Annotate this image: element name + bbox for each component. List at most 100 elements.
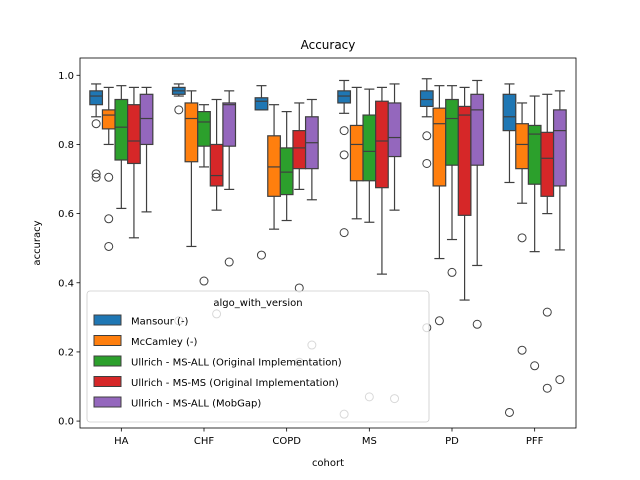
- box: [184, 102, 199, 163]
- box: [552, 109, 567, 187]
- box: [279, 147, 294, 196]
- box-group: [445, 85, 459, 277]
- outlier-point: [530, 361, 540, 371]
- legend-label: Ullrich - MS-ALL (MobGap): [131, 399, 261, 410]
- box-group: [527, 95, 542, 371]
- box: [362, 114, 377, 182]
- box: [89, 90, 104, 106]
- box-group: [304, 98, 319, 350]
- legend-swatch: [93, 335, 122, 346]
- box: [470, 93, 485, 166]
- box-group: [139, 86, 154, 213]
- outlier-point: [91, 172, 101, 182]
- box: [292, 130, 307, 170]
- box-group: [114, 85, 129, 210]
- x-tick-label: HA: [114, 436, 129, 447]
- outlier-point: [555, 375, 565, 385]
- box: [540, 131, 555, 197]
- box: [197, 110, 211, 147]
- legend-frame: [86, 290, 430, 423]
- box-group: [267, 104, 281, 230]
- box-group: [362, 88, 377, 402]
- box: [419, 90, 434, 108]
- x-axis-label: cohort: [312, 458, 344, 469]
- legend: algo_with_version Mansour (-) McCamley (-…: [86, 290, 430, 423]
- box-group: [209, 98, 224, 319]
- legend-swatch: [93, 376, 122, 387]
- x-tick-label: COPD: [272, 436, 301, 447]
- outlier-point: [422, 131, 432, 141]
- box-group: [375, 86, 389, 275]
- box: [101, 109, 116, 130]
- x-tick-label: PFF: [526, 436, 544, 447]
- box-group: [222, 90, 237, 267]
- box-group: [184, 90, 199, 248]
- outlier-point: [91, 169, 101, 179]
- outlier-point: [104, 172, 114, 182]
- outlier-point: [224, 257, 234, 267]
- outlier-point: [199, 276, 209, 286]
- outlier-point: [104, 241, 114, 251]
- box-group: [552, 90, 567, 385]
- plot-area: [89, 78, 567, 419]
- outlier-point: [472, 319, 482, 329]
- box-group: [470, 79, 485, 329]
- box: [254, 97, 269, 111]
- box: [457, 105, 472, 216]
- box: [387, 102, 402, 158]
- box: [445, 98, 459, 166]
- y-axis: 0.0 0.2 0.4 0.6 0.8 1.0: [58, 71, 80, 428]
- y-tick-label: 0.8: [58, 140, 74, 151]
- outlier-point: [517, 233, 527, 243]
- box: [337, 90, 352, 104]
- box-group: [89, 83, 104, 182]
- legend-swatch: [93, 314, 122, 326]
- box: [209, 143, 224, 187]
- x-tick-label: MS: [362, 436, 377, 447]
- box-group: [171, 83, 186, 326]
- box: [267, 135, 281, 197]
- legend-title: algo_with_version: [213, 298, 302, 309]
- box: [515, 123, 529, 170]
- box-group: [279, 110, 294, 222]
- outlier-point: [517, 345, 527, 355]
- outlier-point: [504, 407, 514, 417]
- box: [375, 100, 389, 189]
- y-tick-label: 0.2: [58, 347, 74, 358]
- box: [349, 124, 364, 182]
- y-tick-label: 0.6: [58, 209, 74, 220]
- legend-label: Mansour (-): [131, 317, 189, 328]
- box-group: [337, 79, 352, 419]
- box-group: [515, 102, 529, 355]
- box: [114, 98, 129, 161]
- box-group: [349, 86, 364, 220]
- box-group: [127, 86, 141, 239]
- box: [222, 102, 237, 147]
- outlier-point: [339, 150, 349, 160]
- y-tick-label: 0.4: [58, 278, 74, 289]
- box-group: [502, 83, 517, 417]
- box-group: [101, 86, 116, 251]
- legend-swatch: [93, 396, 122, 408]
- chart-title: Accuracy: [301, 38, 356, 52]
- outlier-point: [422, 158, 432, 168]
- outlier-point: [447, 267, 457, 277]
- box: [139, 93, 154, 146]
- y-axis-label: accuracy: [32, 220, 43, 265]
- outlier-point: [91, 119, 101, 129]
- legend-label: Ullrich - MS-ALL (Original Implementatio…: [131, 358, 342, 369]
- box-group: [540, 93, 555, 393]
- legend-label: McCamley (-): [131, 337, 198, 348]
- outlier-point: [256, 250, 266, 260]
- outlier-point: [174, 105, 184, 115]
- box-group: [432, 85, 447, 326]
- plot-frame: [79, 57, 577, 429]
- box: [127, 104, 141, 165]
- box-group: [457, 86, 472, 301]
- outlier-point: [542, 307, 552, 317]
- box: [502, 93, 517, 132]
- box-group: [197, 104, 211, 286]
- box-group: [254, 85, 269, 260]
- x-axis: HA CHF COPD MS PD PFF: [114, 428, 544, 447]
- legend-label: Ullrich - MS-MS (Original Implementation…: [131, 378, 339, 389]
